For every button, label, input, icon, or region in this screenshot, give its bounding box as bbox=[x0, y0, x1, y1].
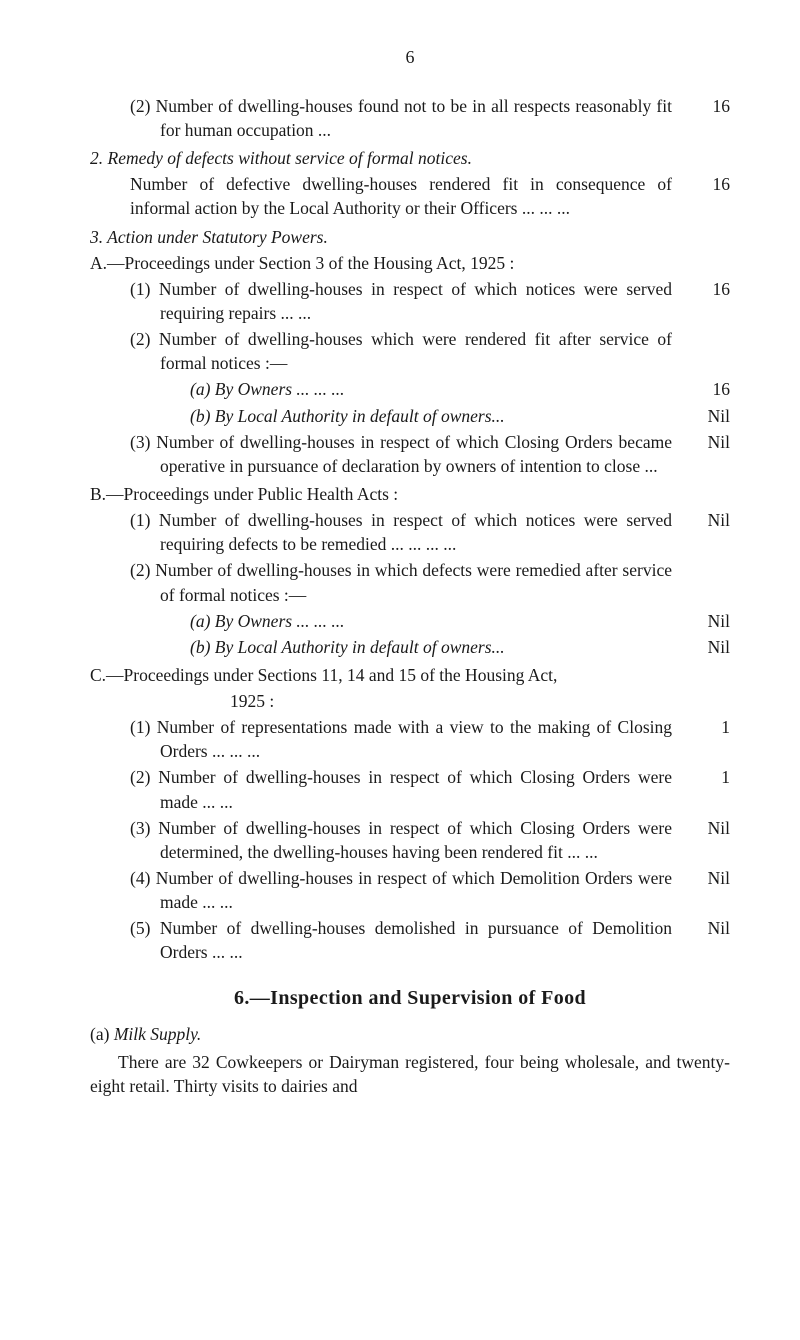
item-text: (4) Number of dwelling-houses in respect… bbox=[90, 866, 690, 914]
item-value: Nil bbox=[690, 404, 730, 428]
item-text: (2) Number of dwelling-houses which were… bbox=[90, 327, 690, 375]
section-heading: 3. Action under Statutory Powers. bbox=[90, 225, 690, 249]
item-value: Nil bbox=[690, 508, 730, 532]
item-value: 1 bbox=[690, 715, 730, 739]
item-text: (b) By Local Authority in default of own… bbox=[90, 404, 690, 428]
item-row: A.—Proceedings under Section 3 of the Ho… bbox=[90, 251, 730, 275]
item-value: Nil bbox=[690, 635, 730, 659]
subsection-heading: C.—Proceedings under Sections 11, 14 and… bbox=[90, 663, 690, 687]
item-text: Number of defective dwelling-houses rend… bbox=[90, 172, 690, 220]
item-value: Nil bbox=[690, 816, 730, 840]
item-text: (1) Number of dwelling-houses in respect… bbox=[90, 277, 690, 325]
item-text: (1) Number of representations made with … bbox=[90, 715, 690, 763]
item-row: B.—Proceedings under Public Health Acts … bbox=[90, 482, 730, 506]
item-row: (2) Number of dwelling-houses in respect… bbox=[90, 765, 730, 813]
item-text: (b) By Local Authority in default of own… bbox=[90, 635, 690, 659]
item-row: (2) Number of dwelling-houses which were… bbox=[90, 327, 730, 375]
item-text: (1) Number of dwelling-houses in respect… bbox=[90, 508, 690, 556]
subsection-heading: B.—Proceedings under Public Health Acts … bbox=[90, 482, 690, 506]
item-row: (1) Number of dwelling-houses in respect… bbox=[90, 508, 730, 556]
subsection-heading: (a) Milk Supply. bbox=[90, 1022, 730, 1046]
item-value: Nil bbox=[690, 916, 730, 940]
section-title: 6.—Inspection and Supervision of Food bbox=[90, 985, 730, 1013]
item-value: 1 bbox=[690, 765, 730, 789]
item-text: (a) By Owners ... ... ... bbox=[90, 609, 690, 633]
item-row: (1) Number of dwelling-houses in respect… bbox=[90, 277, 730, 325]
item-value: 16 bbox=[690, 277, 730, 301]
item-row: (a) By Owners ... ... ... Nil bbox=[90, 609, 730, 633]
milk-supply-label: (a) Milk Supply. bbox=[90, 1024, 201, 1044]
item-value: Nil bbox=[690, 430, 730, 454]
item-row: (b) By Local Authority in default of own… bbox=[90, 635, 730, 659]
item-row: 2. Remedy of defects without service of … bbox=[90, 146, 730, 170]
item-text: (2) Number of dwelling-houses found not … bbox=[90, 94, 690, 142]
item-row: (2) Number of dwelling-houses in which d… bbox=[90, 558, 730, 606]
item-text: (3) Number of dwelling-houses in respect… bbox=[90, 430, 690, 478]
item-row: 1925 : bbox=[90, 689, 730, 713]
item-row: (b) By Local Authority in default of own… bbox=[90, 404, 730, 428]
item-row: C.—Proceedings under Sections 11, 14 and… bbox=[90, 663, 730, 687]
document-page: 6 (2) Number of dwelling-houses found no… bbox=[0, 0, 800, 1340]
item-text: (3) Number of dwelling-houses in respect… bbox=[90, 816, 690, 864]
item-value: Nil bbox=[690, 609, 730, 633]
item-row: (4) Number of dwelling-houses in respect… bbox=[90, 866, 730, 914]
item-text: (a) By Owners ... ... ... bbox=[90, 377, 690, 401]
item-text: (2) Number of dwelling-houses in which d… bbox=[90, 558, 690, 606]
item-row: (3) Number of dwelling-houses in respect… bbox=[90, 816, 730, 864]
subsection-heading: A.—Proceedings under Section 3 of the Ho… bbox=[90, 251, 690, 275]
item-row: (3) Number of dwelling-houses in respect… bbox=[90, 430, 730, 478]
section-heading: 2. Remedy of defects without service of … bbox=[90, 146, 690, 170]
item-value: 16 bbox=[690, 94, 730, 118]
item-row: (a) By Owners ... ... ... 16 bbox=[90, 377, 730, 401]
item-value: Nil bbox=[690, 866, 730, 890]
item-row: 3. Action under Statutory Powers. bbox=[90, 225, 730, 249]
item-row: (5) Number of dwelling-houses demolished… bbox=[90, 916, 730, 964]
item-value: 16 bbox=[690, 377, 730, 401]
item-row: (1) Number of representations made with … bbox=[90, 715, 730, 763]
item-row: (2) Number of dwelling-houses found not … bbox=[90, 94, 730, 142]
item-value: 16 bbox=[690, 172, 730, 196]
item-row: Number of defective dwelling-houses rend… bbox=[90, 172, 730, 220]
item-text: (5) Number of dwelling-houses demolished… bbox=[90, 916, 690, 964]
body-text: There are 32 Cowkeepers or Dairyman regi… bbox=[90, 1050, 730, 1098]
page-number: 6 bbox=[90, 45, 730, 70]
item-text: 1925 : bbox=[90, 689, 690, 713]
item-text: (2) Number of dwelling-houses in respect… bbox=[90, 765, 690, 813]
